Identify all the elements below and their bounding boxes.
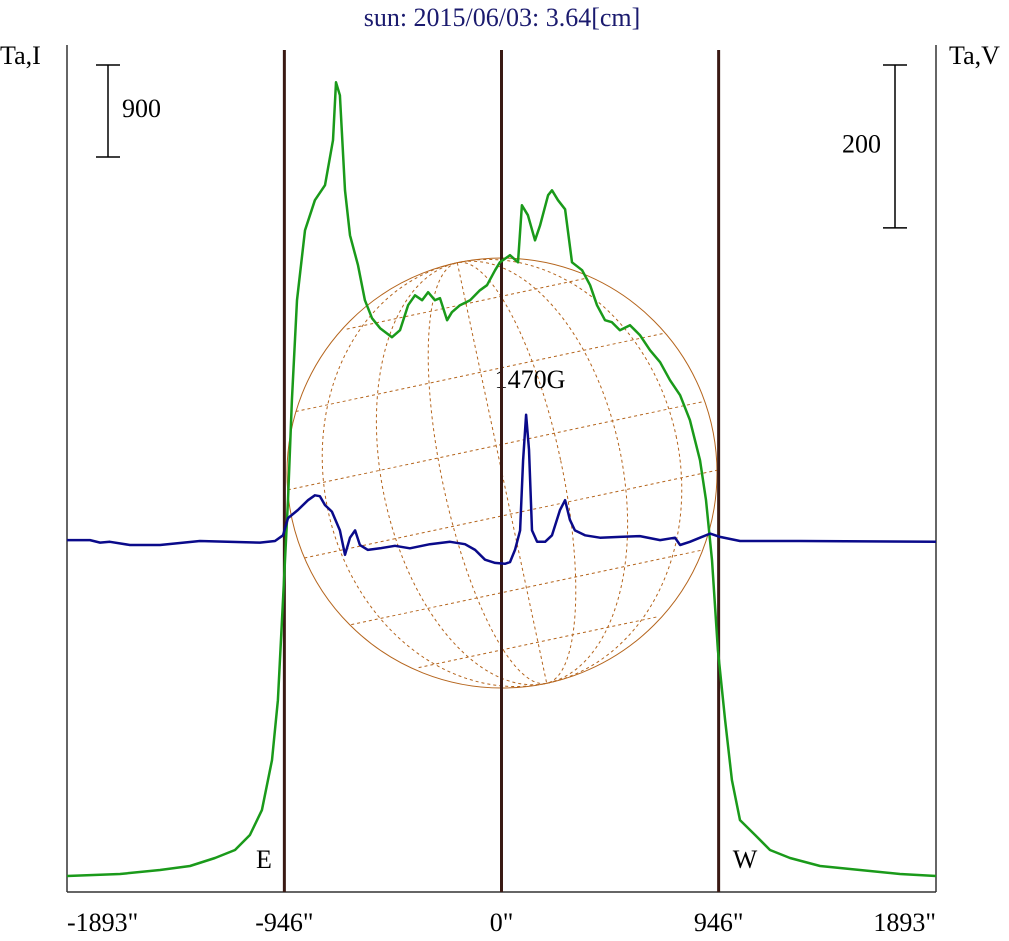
- parallel: [346, 277, 586, 330]
- y-axis-label: Ta,I: [0, 41, 41, 70]
- meridian: [427, 261, 577, 685]
- x-tick-label: -1893": [67, 908, 138, 937]
- scale-bar-label: 900: [122, 94, 161, 123]
- east-label: E: [256, 845, 272, 874]
- meridian: [321, 258, 683, 688]
- west-label: W: [733, 845, 758, 874]
- parallel: [304, 469, 718, 559]
- x-tick-label: 946": [694, 908, 744, 937]
- chart-title: sun: 2015/06/03: 3.64[cm]: [364, 3, 641, 32]
- y2-axis-label: Ta,V: [949, 41, 1000, 70]
- x-tick-label: 0": [490, 908, 514, 937]
- x-tick-label: 1893": [873, 908, 936, 937]
- x-tick-label: -946": [255, 908, 313, 937]
- parallel: [287, 400, 705, 491]
- series-line: [66, 81, 937, 878]
- parallel: [418, 616, 658, 669]
- series-line: [67, 413, 937, 566]
- field-annotation: 1470G: [495, 365, 566, 394]
- parallel: [295, 332, 666, 413]
- scale-bar-label: 200: [842, 129, 881, 158]
- disk-grid: [287, 258, 718, 688]
